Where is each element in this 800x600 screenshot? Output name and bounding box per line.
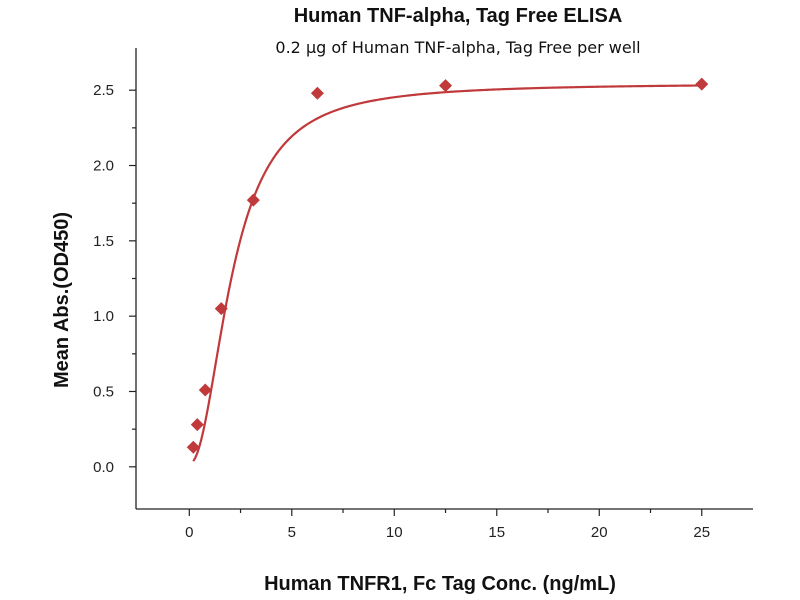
y-tick-label: 0.5 bbox=[93, 383, 114, 400]
data-point bbox=[310, 86, 324, 100]
data-point bbox=[186, 440, 200, 454]
chart-subtitle: 0.2 μg of Human TNF-alpha, Tag Free per … bbox=[275, 38, 640, 57]
data-point bbox=[190, 418, 204, 432]
y-tick-label: 0.0 bbox=[93, 459, 114, 476]
y-tick-label: 1.5 bbox=[93, 233, 114, 250]
y-axis-label: Mean Abs.(OD450) bbox=[51, 212, 73, 388]
fit-curve bbox=[192, 84, 702, 462]
data-point bbox=[695, 77, 709, 91]
data-point bbox=[439, 79, 453, 93]
data-point bbox=[246, 193, 260, 207]
y-tick-label: 1.0 bbox=[93, 308, 114, 325]
x-tick-label: 10 bbox=[386, 524, 403, 541]
data-point bbox=[198, 383, 212, 397]
x-axis-label: Human TNFR1, Fc Tag Conc. (ng/mL) bbox=[264, 573, 616, 595]
x-tick-label: 25 bbox=[693, 524, 710, 541]
x-tick-label: 5 bbox=[288, 524, 296, 541]
x-tick-label: 0 bbox=[185, 524, 193, 541]
y-tick-label: 2.0 bbox=[93, 158, 114, 175]
tick-labels: 0 5 10 15 20 25 0.0 0.5 1.0 1.5 2.0 2.5 bbox=[93, 82, 710, 541]
chart-title: Human TNF-alpha, Tag Free ELISA bbox=[294, 5, 623, 27]
ticks bbox=[129, 89, 703, 516]
y-tick-label: 2.5 bbox=[93, 82, 114, 99]
x-tick-label: 20 bbox=[591, 524, 608, 541]
data-points bbox=[186, 77, 709, 454]
data-point bbox=[214, 302, 228, 316]
axes bbox=[135, 48, 753, 510]
x-tick-label: 15 bbox=[488, 524, 505, 541]
